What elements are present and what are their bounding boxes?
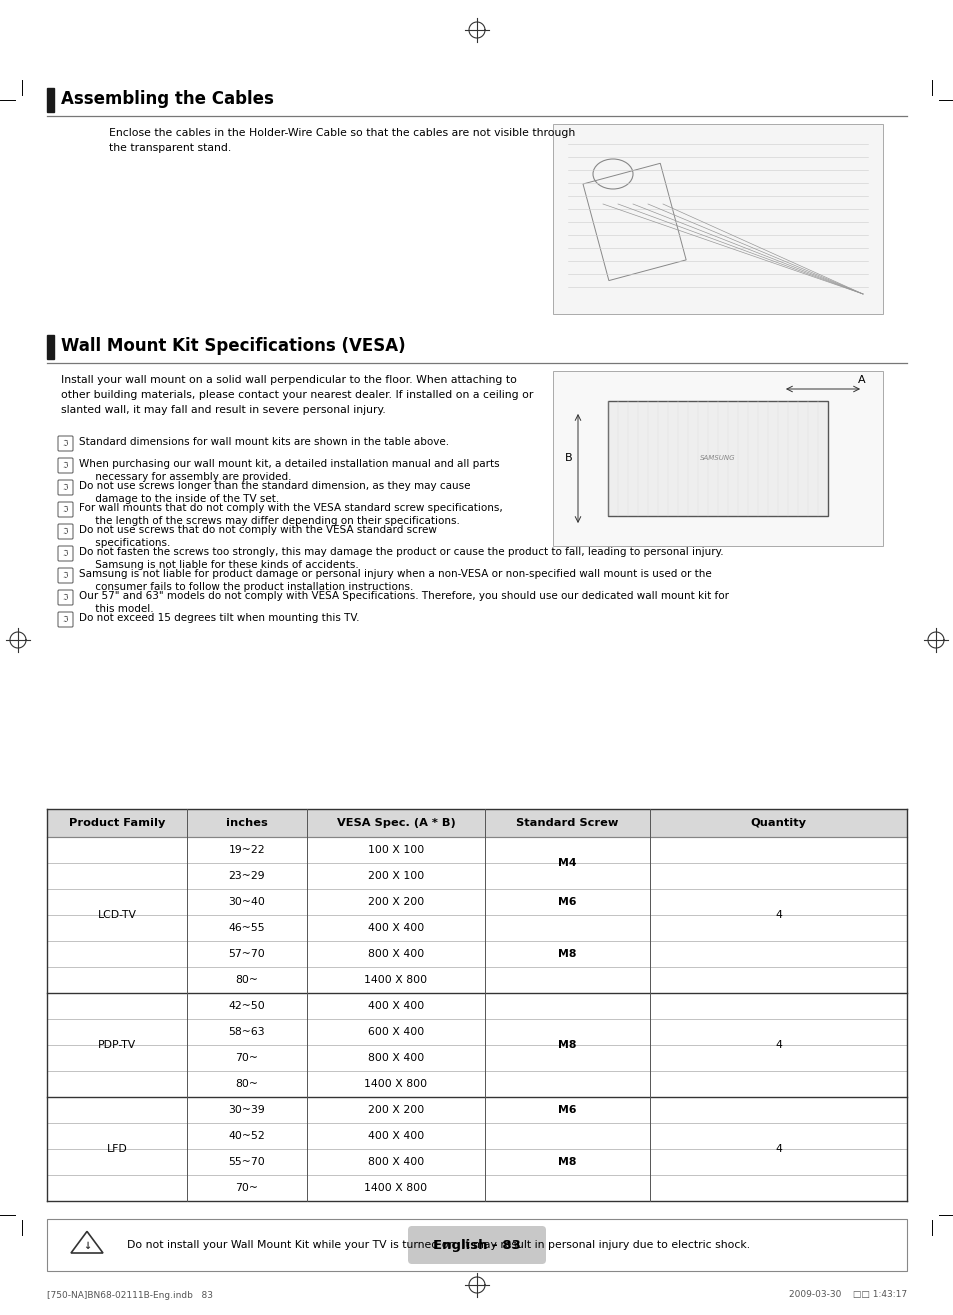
Text: For wall mounts that do not comply with the VESA standard screw specifications,
: For wall mounts that do not comply with …	[79, 504, 502, 526]
Text: 55~70: 55~70	[229, 1157, 265, 1166]
Text: 40~52: 40~52	[229, 1131, 265, 1141]
Text: 100 X 100: 100 X 100	[368, 846, 424, 855]
Text: Samsung is not liable for product damage or personal injury when a non-VESA or n: Samsung is not liable for product damage…	[79, 569, 711, 592]
Text: A: A	[857, 375, 864, 385]
Text: English - 83: English - 83	[433, 1239, 520, 1252]
Text: inches: inches	[226, 818, 268, 828]
Text: [750-NA]BN68-02111B-Eng.indb   83: [750-NA]BN68-02111B-Eng.indb 83	[47, 1290, 213, 1299]
Text: 4: 4	[774, 910, 781, 920]
Text: Do not use screws that do not comply with the VESA standard screw
     specifica: Do not use screws that do not comply wit…	[79, 525, 436, 548]
Text: M6: M6	[558, 1105, 577, 1115]
Text: Do not fasten the screws too strongly, this may damage the product or cause the : Do not fasten the screws too strongly, t…	[79, 547, 723, 571]
FancyBboxPatch shape	[58, 502, 73, 517]
Text: 80~: 80~	[235, 1080, 258, 1089]
Text: 200 X 200: 200 X 200	[368, 897, 424, 907]
Text: ℑ: ℑ	[63, 615, 68, 625]
Text: ℑ: ℑ	[63, 548, 68, 558]
Bar	[607, 401, 827, 515]
Text: SAMSUNG: SAMSUNG	[700, 455, 735, 462]
Bar	[553, 124, 882, 314]
Text: PDP-TV: PDP-TV	[98, 1040, 136, 1049]
Text: 800 X 400: 800 X 400	[368, 949, 424, 959]
Text: Assembling the Cables: Assembling the Cables	[61, 89, 274, 108]
FancyBboxPatch shape	[58, 458, 73, 473]
Text: 800 X 400: 800 X 400	[368, 1157, 424, 1166]
Text: M4: M4	[558, 857, 577, 868]
FancyBboxPatch shape	[58, 568, 73, 583]
FancyBboxPatch shape	[58, 611, 73, 627]
Text: 1400 X 800: 1400 X 800	[364, 1184, 427, 1193]
Text: VESA Spec. (A * B): VESA Spec. (A * B)	[336, 818, 455, 828]
Text: Standard Screw: Standard Screw	[516, 818, 618, 828]
Text: M6: M6	[558, 897, 577, 907]
Text: ℑ: ℑ	[63, 505, 68, 514]
Text: LFD: LFD	[107, 1144, 128, 1155]
Text: 42~50: 42~50	[229, 1001, 265, 1011]
Text: ℑ: ℑ	[63, 462, 68, 469]
Text: 2009-03-30    □□ 1:43:17: 2009-03-30 □□ 1:43:17	[788, 1290, 906, 1299]
Bar	[582, 163, 685, 280]
Text: 30~39: 30~39	[229, 1105, 265, 1115]
Text: 400 X 400: 400 X 400	[368, 1131, 424, 1141]
Text: 400 X 400: 400 X 400	[368, 1001, 424, 1011]
Text: 800 X 400: 800 X 400	[368, 1053, 424, 1063]
Text: Do not exceed 15 degrees tilt when mounting this TV.: Do not exceed 15 degrees tilt when mount…	[79, 613, 359, 623]
Text: 70~: 70~	[235, 1184, 258, 1193]
Text: 30~40: 30~40	[229, 897, 265, 907]
Text: 4: 4	[774, 1144, 781, 1155]
Text: ℑ: ℑ	[63, 593, 68, 602]
Text: 200 X 100: 200 X 100	[368, 871, 424, 881]
Text: 57~70: 57~70	[229, 949, 265, 959]
Text: 23~29: 23~29	[229, 871, 265, 881]
FancyBboxPatch shape	[58, 437, 73, 451]
Text: Standard dimensions for wall mount kits are shown in the table above.: Standard dimensions for wall mount kits …	[79, 437, 449, 447]
Text: M8: M8	[558, 1157, 576, 1166]
FancyBboxPatch shape	[58, 546, 73, 562]
Text: 80~: 80~	[235, 974, 258, 985]
FancyBboxPatch shape	[58, 480, 73, 494]
Text: M8: M8	[558, 949, 576, 959]
FancyBboxPatch shape	[58, 523, 73, 539]
Text: Install your wall mount on a solid wall perpendicular to the floor. When attachi: Install your wall mount on a solid wall …	[61, 375, 533, 414]
Text: Do not install your Wall Mount Kit while your TV is turned on. It may result in : Do not install your Wall Mount Kit while…	[127, 1240, 749, 1251]
FancyBboxPatch shape	[58, 590, 73, 605]
Text: 400 X 400: 400 X 400	[368, 923, 424, 934]
Text: 1400 X 800: 1400 X 800	[364, 1080, 427, 1089]
Text: Our 57" and 63" models do not comply with VESA Specifications. Therefore, you sh: Our 57" and 63" models do not comply wit…	[79, 590, 728, 614]
Text: Enclose the cables in the Holder-Wire Cable so that the cables are not visible t: Enclose the cables in the Holder-Wire Ca…	[109, 128, 575, 153]
Bar	[553, 371, 882, 546]
Text: 200 X 200: 200 X 200	[368, 1105, 424, 1115]
Bar	[47, 88, 54, 112]
Text: ℑ: ℑ	[63, 571, 68, 580]
Text: 46~55: 46~55	[229, 923, 265, 934]
Text: 4: 4	[774, 1040, 781, 1049]
Text: Quantity: Quantity	[750, 818, 805, 828]
Bar	[47, 809, 906, 838]
Text: LCD-TV: LCD-TV	[97, 910, 136, 920]
Text: ℑ: ℑ	[63, 439, 68, 448]
Text: B: B	[565, 452, 573, 463]
Text: 1400 X 800: 1400 X 800	[364, 974, 427, 985]
Text: 70~: 70~	[235, 1053, 258, 1063]
Text: When purchasing our wall mount kit, a detailed installation manual and all parts: When purchasing our wall mount kit, a de…	[79, 459, 499, 483]
Text: Wall Mount Kit Specifications (VESA): Wall Mount Kit Specifications (VESA)	[61, 337, 405, 355]
Bar	[47, 335, 54, 359]
Text: M8: M8	[558, 1040, 576, 1049]
FancyBboxPatch shape	[408, 1226, 545, 1264]
Text: Do not use screws longer than the standard dimension, as they may cause
     dam: Do not use screws longer than the standa…	[79, 481, 470, 504]
Text: ℑ: ℑ	[63, 527, 68, 537]
Bar	[47, 1219, 906, 1272]
Text: 19~22: 19~22	[229, 846, 265, 855]
Text: ↓: ↓	[83, 1241, 91, 1251]
Text: ℑ: ℑ	[63, 483, 68, 492]
Text: 600 X 400: 600 X 400	[368, 1027, 424, 1038]
Text: 58~63: 58~63	[229, 1027, 265, 1038]
Text: Product Family: Product Family	[69, 818, 165, 828]
